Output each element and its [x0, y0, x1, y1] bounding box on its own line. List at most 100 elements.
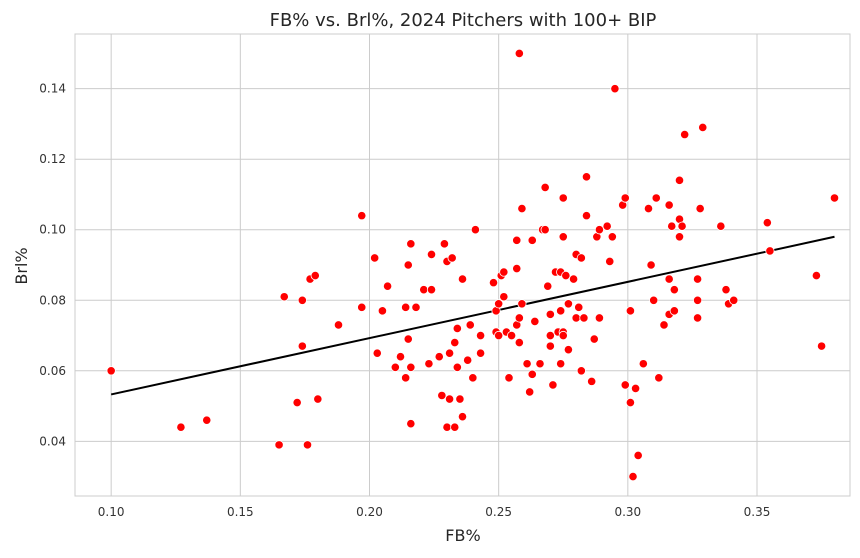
y-tick-label: 0.04	[39, 434, 66, 448]
data-point	[692, 313, 703, 323]
x-tick-label: 0.15	[227, 505, 254, 519]
data-point	[540, 225, 550, 235]
data-point	[468, 373, 478, 383]
trendline	[110, 235, 835, 396]
data-point	[494, 299, 504, 309]
data-point	[514, 337, 524, 348]
data-point	[395, 352, 406, 362]
x-tick-labels: 0.10 0.15 0.20 0.25 0.30 0.35	[98, 505, 771, 519]
data-point	[310, 270, 320, 281]
data-point	[463, 355, 473, 365]
y-axis-label: Brl%	[12, 247, 31, 284]
data-point	[488, 278, 499, 288]
data-point	[434, 352, 444, 362]
data-point	[525, 387, 535, 397]
data-point	[558, 330, 568, 341]
data-point	[377, 306, 388, 316]
data-point	[475, 330, 486, 341]
data-point	[602, 221, 612, 231]
x-tick-label: 0.20	[356, 505, 383, 519]
data-point	[530, 316, 540, 327]
data-point	[654, 373, 664, 383]
data-point	[452, 362, 462, 372]
data-point	[628, 472, 638, 482]
data-point	[494, 330, 504, 341]
data-point	[587, 376, 597, 386]
data-point	[403, 334, 413, 344]
data-point	[692, 274, 703, 284]
y-tick-label: 0.10	[39, 223, 66, 237]
data-point	[535, 359, 545, 369]
data-point	[581, 211, 592, 221]
data-point	[571, 313, 581, 323]
data-point	[475, 348, 486, 358]
data-point	[390, 362, 400, 372]
data-point	[457, 274, 468, 284]
data-point	[292, 397, 302, 408]
data-point	[543, 281, 553, 291]
data-point	[302, 440, 313, 450]
data-point	[633, 450, 643, 461]
plot-area	[74, 33, 851, 497]
data-point	[721, 285, 731, 295]
data-point	[556, 306, 566, 316]
data-point	[406, 362, 416, 372]
x-tick-label: 0.30	[614, 505, 641, 519]
data-point	[406, 419, 416, 429]
data-point	[545, 330, 555, 341]
trendline-layer	[110, 235, 835, 396]
data-point	[674, 232, 685, 242]
data-point	[357, 211, 367, 221]
data-point	[455, 394, 465, 404]
data-point	[470, 225, 481, 235]
data-point	[450, 337, 460, 348]
data-point	[664, 200, 674, 210]
data-point	[589, 334, 599, 344]
data-point	[620, 380, 630, 390]
data-point	[512, 263, 522, 274]
data-point	[576, 366, 586, 376]
data-point	[649, 295, 659, 305]
data-point	[625, 306, 636, 316]
data-point	[816, 341, 827, 351]
data-point	[607, 232, 617, 242]
y-tick-label: 0.14	[39, 82, 66, 96]
data-point	[581, 172, 592, 182]
data-point	[698, 122, 708, 133]
data-point	[444, 394, 455, 404]
data-point	[646, 260, 656, 270]
data-point	[424, 359, 434, 369]
data-points	[106, 48, 840, 482]
x-axis-label: FB%	[445, 526, 480, 545]
data-point	[669, 285, 679, 295]
data-point	[651, 193, 661, 203]
data-point	[605, 256, 615, 267]
data-point	[333, 320, 344, 330]
data-point	[548, 380, 558, 390]
data-point	[406, 239, 416, 249]
data-point	[426, 249, 437, 260]
data-point	[444, 348, 455, 358]
data-point	[545, 309, 555, 319]
x-tick-label: 0.25	[485, 505, 512, 519]
data-point	[457, 412, 468, 422]
data-point	[357, 302, 367, 312]
data-point	[527, 235, 537, 245]
data-point	[527, 369, 537, 379]
data-point	[630, 383, 641, 394]
data-point	[563, 299, 574, 309]
data-point	[517, 299, 527, 309]
data-point	[556, 359, 566, 369]
data-point	[499, 267, 509, 277]
data-point	[610, 84, 620, 94]
data-point	[558, 232, 568, 242]
data-point	[677, 221, 687, 231]
data-point	[514, 313, 524, 323]
y-tick-label: 0.12	[39, 152, 66, 166]
data-point	[437, 390, 447, 401]
data-point	[811, 270, 822, 281]
data-point	[695, 203, 705, 214]
data-point	[419, 285, 429, 295]
